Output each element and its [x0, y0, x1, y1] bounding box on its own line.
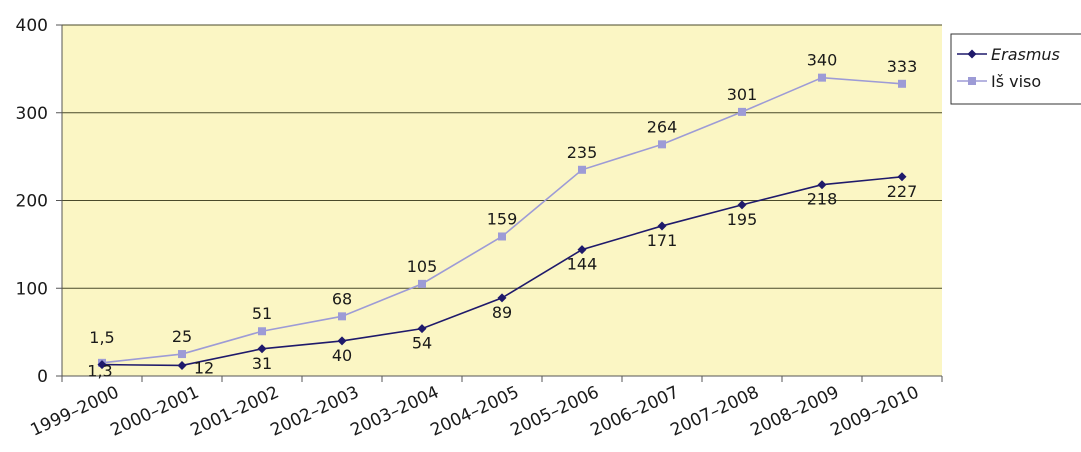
data-label: 333	[887, 57, 918, 76]
x-tick-label: 1999–2000	[28, 382, 123, 440]
data-label: 195	[727, 210, 758, 229]
data-point	[178, 350, 186, 359]
gridlines	[62, 24, 942, 289]
data-point	[897, 172, 907, 182]
data-point	[338, 312, 346, 321]
data-point	[577, 245, 587, 255]
series	[97, 73, 907, 370]
y-tick-label: 300	[16, 104, 48, 124]
data-label: 12	[194, 358, 214, 377]
data-point	[257, 344, 267, 354]
data-point	[738, 107, 746, 116]
data-label: 40	[332, 346, 352, 365]
x-tick-label: 2000–2001	[108, 382, 203, 440]
y-tick-label: 400	[16, 16, 48, 36]
x-tick-label: 2005–2006	[508, 382, 603, 440]
legend-label: Erasmus	[991, 45, 1060, 64]
legend: Erasmus Iš viso	[950, 33, 1081, 105]
legend-marker	[967, 49, 977, 59]
data-label: 54	[412, 334, 432, 353]
data-labels: 1,3 12 31 40 54 89 144 171 195 218 227 1,5 25 51 68 105…	[87, 51, 917, 381]
data-label: 340	[807, 51, 838, 70]
y-tick-label: 0	[37, 367, 48, 387]
legend-marker	[968, 77, 976, 85]
data-label: 264	[647, 117, 678, 136]
data-point	[417, 324, 427, 334]
y-tick-label: 200	[16, 192, 48, 212]
data-point	[337, 336, 347, 346]
x-tick-label: 2003–2004	[348, 382, 443, 440]
x-tick-label: 2008–2009	[748, 382, 843, 440]
data-label: 301	[727, 85, 758, 104]
legend-label: Iš viso	[991, 72, 1041, 91]
x-tick-label: 2007–2008	[668, 382, 763, 440]
data-label: 218	[807, 190, 838, 209]
data-point	[898, 79, 906, 88]
x-tick-label: 2009–2010	[828, 382, 923, 440]
data-label: 51	[252, 304, 272, 323]
data-label: 159	[487, 209, 518, 228]
legend-box	[950, 33, 1081, 105]
data-point	[737, 200, 747, 210]
x-tick-label: 2001–2002	[188, 382, 283, 440]
x-tick-label: 2006–2007	[588, 382, 683, 440]
data-label: 25	[172, 327, 192, 346]
data-point	[578, 165, 586, 174]
data-label: 227	[887, 182, 918, 201]
y-tick-label: 100	[16, 279, 48, 299]
data-label: 144	[567, 255, 598, 274]
data-point	[818, 73, 826, 82]
data-label: 1,3	[87, 362, 112, 381]
data-label: 1,5	[89, 328, 114, 347]
data-point	[498, 232, 506, 241]
data-label: 171	[647, 231, 678, 250]
data-point	[817, 180, 827, 190]
data-label: 31	[252, 354, 272, 373]
data-point	[497, 293, 507, 303]
data-point	[177, 360, 187, 370]
x-tick-label: 2002–2003	[268, 382, 363, 440]
data-point	[97, 360, 107, 370]
data-point	[418, 279, 426, 288]
data-label: 89	[492, 303, 512, 322]
x-tick-label: 2004–2005	[428, 382, 523, 440]
data-label: 235	[567, 143, 598, 162]
data-label: 105	[407, 257, 438, 276]
data-point	[657, 221, 667, 231]
data-label: 68	[332, 289, 352, 308]
data-point	[658, 140, 666, 149]
data-point	[258, 327, 266, 336]
